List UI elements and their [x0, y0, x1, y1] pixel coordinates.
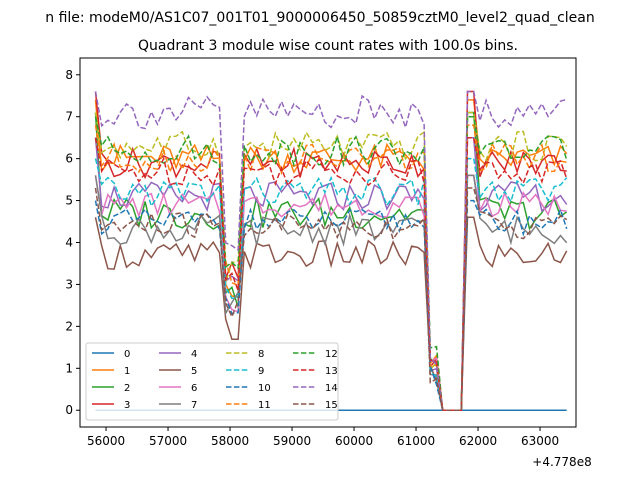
- y-tick-label: 3: [65, 277, 73, 291]
- legend-label-9: 9: [258, 366, 264, 377]
- y-tick-label: 0: [65, 403, 73, 417]
- x-tick-label: 59000: [273, 434, 311, 448]
- legend-label-15: 15: [325, 400, 338, 411]
- series-line-5: [94, 216, 568, 411]
- series-line-14: [94, 90, 567, 411]
- x-tick-label: 56000: [87, 434, 125, 448]
- y-tick-label: 8: [65, 68, 73, 82]
- figure-suptitle: n file: modeM0/AS1C07_001T01_9000006450_…: [45, 10, 594, 26]
- y-tick-label: 2: [65, 319, 73, 333]
- series-line-15: [94, 187, 568, 411]
- x-tick-label: 62000: [459, 434, 497, 448]
- series-line-4: [94, 136, 568, 411]
- legend-label-12: 12: [325, 349, 338, 360]
- legend-label-10: 10: [258, 383, 271, 394]
- y-tick-label: 6: [65, 152, 73, 166]
- series-line-13: [94, 136, 568, 411]
- legend-label-1: 1: [124, 366, 130, 377]
- y-tick-label: 4: [65, 236, 73, 250]
- legend-label-8: 8: [258, 349, 264, 360]
- x-tick-label: 63000: [521, 434, 559, 448]
- series-line-11: [94, 124, 567, 411]
- legend-label-5: 5: [191, 366, 197, 377]
- y-tick-label: 7: [65, 110, 73, 124]
- legend-frame: [85, 342, 339, 421]
- x-tick-label: 61000: [397, 434, 435, 448]
- x-tick-label: 58000: [211, 434, 249, 448]
- legend-label-14: 14: [325, 383, 338, 394]
- legend-label-3: 3: [124, 400, 130, 411]
- series-line-9: [94, 157, 568, 411]
- legend-label-0: 0: [124, 349, 130, 360]
- ticks-layer: 56000 57000 58000 59000 60000 61000 62000 63000…: [65, 68, 559, 448]
- series-line-12: [94, 115, 568, 411]
- legend-label-2: 2: [124, 383, 130, 394]
- series-line-6: [94, 174, 567, 411]
- x-tick-label: 57000: [149, 434, 187, 448]
- legend-label-7: 7: [191, 400, 197, 411]
- y-tick-label: 5: [65, 194, 73, 208]
- legend-label-6: 6: [191, 383, 197, 394]
- y-tick-label: 1: [65, 361, 73, 375]
- legend-label-4: 4: [191, 349, 197, 360]
- x-tick-label: 60000: [335, 434, 373, 448]
- legend-label-11: 11: [258, 400, 271, 411]
- series-line-8: [94, 111, 568, 411]
- x-offset-text: +4.778e8: [532, 455, 591, 469]
- series-layer: [94, 90, 568, 411]
- legend-label-13: 13: [325, 366, 338, 377]
- chart-title: Quadrant 3 module wise count rates with …: [138, 38, 518, 54]
